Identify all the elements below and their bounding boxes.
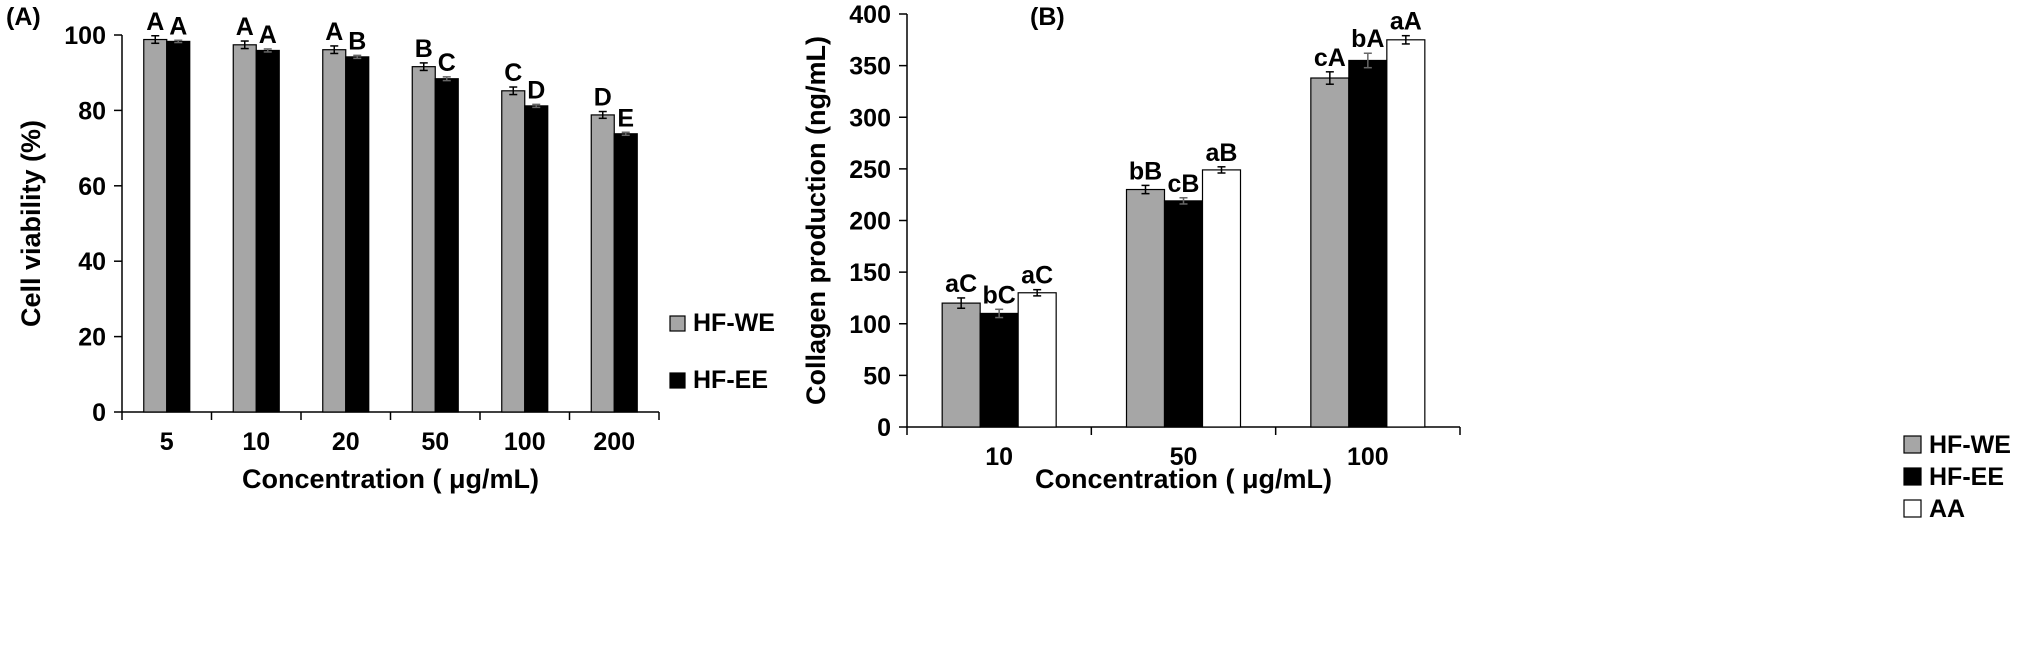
y-tick-label: 0 (877, 414, 891, 442)
data-label: C (438, 49, 456, 77)
bar-hf-ee (166, 40, 191, 413)
x-tick-label: 100 (1347, 443, 1389, 471)
y-tick-label: 250 (849, 156, 891, 184)
chart-panel-b: (B) 0 50 100 150 200 250 300 350 400 10 50 100 aC bB cA… (801, 1, 2011, 523)
bar-hf-we (322, 49, 347, 413)
x-tick-label: 10 (242, 428, 270, 456)
y-axis-title: Cell viability (%) (16, 120, 46, 327)
bar-hf-we (590, 114, 615, 413)
bar-hf-we (143, 38, 168, 413)
legend-swatch-hf-we (669, 315, 686, 332)
y-tick-label: 300 (849, 104, 891, 132)
data-label: A (146, 8, 164, 36)
bar-hf-ee (524, 105, 549, 413)
x-tick-label: 10 (985, 443, 1013, 471)
data-label: aC (1021, 262, 1053, 290)
bar-hf-we (941, 302, 981, 428)
y-tick-label: 50 (863, 362, 891, 390)
x-tick-label: 100 (504, 428, 546, 456)
data-label: aB (1206, 139, 1238, 167)
x-tick-label: 20 (332, 428, 360, 456)
y-tick-label: 400 (849, 1, 891, 29)
x-tick-label: 5 (160, 428, 174, 456)
data-label: A (236, 13, 254, 41)
data-label: E (617, 104, 634, 132)
data-label: aC (945, 270, 977, 298)
bar-hf-we (411, 66, 436, 413)
y-tick-label: 350 (849, 53, 891, 81)
data-label: B (348, 27, 366, 55)
legend-swatch-aa (1903, 499, 1922, 518)
bar-hf-ee (434, 78, 459, 413)
y-tick-label: 20 (78, 324, 106, 352)
bar-hf-we (501, 90, 526, 413)
y-tick-label: 60 (78, 173, 106, 201)
bar-aa (1201, 169, 1242, 428)
bar-aa (1017, 292, 1057, 428)
y-tick-label: 80 (78, 97, 106, 125)
legend-label: AA (1929, 495, 1965, 523)
data-label: B (415, 35, 433, 63)
x-axis-title: Concentration ( μg/mL) (242, 464, 539, 494)
bar-hf-ee (345, 56, 370, 413)
data-label: bB (1129, 157, 1162, 185)
data-label: C (504, 59, 522, 87)
data-label: D (594, 84, 612, 112)
data-label: A (169, 12, 187, 40)
legend-swatch-hf-we (1903, 435, 1922, 454)
data-label: cA (1314, 44, 1346, 72)
legend-label: HF-EE (693, 366, 768, 394)
legend-swatch-hf-ee (1903, 467, 1922, 486)
bar-hf-we (232, 44, 257, 413)
y-tick-label: 0 (92, 399, 106, 427)
y-tick-label: 100 (849, 311, 891, 339)
x-axis-title: Concentration ( μg/mL) (1035, 464, 1332, 494)
legend-swatch-hf-ee (669, 372, 686, 389)
x-tick-label: 50 (421, 428, 449, 456)
data-label: aA (1390, 8, 1422, 36)
y-axis-title: Collagen production (ng/mL) (801, 36, 831, 405)
x-tick-label: 200 (593, 428, 635, 456)
bar-hf-ee (255, 49, 280, 413)
bar-hf-we (1310, 77, 1350, 428)
data-label: A (259, 21, 277, 49)
y-tick-label: 200 (849, 208, 891, 236)
panel-label: (B) (1030, 3, 1065, 31)
bar-hf-ee (613, 133, 638, 413)
data-label: A (325, 18, 343, 46)
data-label: bC (983, 281, 1016, 309)
panel-label: (A) (6, 3, 41, 31)
bar-aa (1386, 39, 1426, 428)
bar-hf-ee (1163, 200, 1204, 428)
bar-hf-ee (1348, 59, 1388, 428)
bar-hf-we (1125, 188, 1166, 428)
x-tick-label: 50 (1170, 443, 1198, 471)
data-label: bA (1351, 25, 1384, 53)
bar-hf-ee (979, 312, 1019, 428)
y-tick-label: 40 (78, 248, 106, 276)
legend-label: HF-WE (1929, 431, 2011, 459)
data-label: cB (1168, 170, 1200, 198)
data-label: D (527, 76, 545, 104)
legend-label: HF-EE (1929, 463, 2004, 491)
y-tick-label: 150 (849, 259, 891, 287)
legend-label: HF-WE (693, 309, 775, 337)
y-tick-label: 100 (64, 22, 106, 50)
